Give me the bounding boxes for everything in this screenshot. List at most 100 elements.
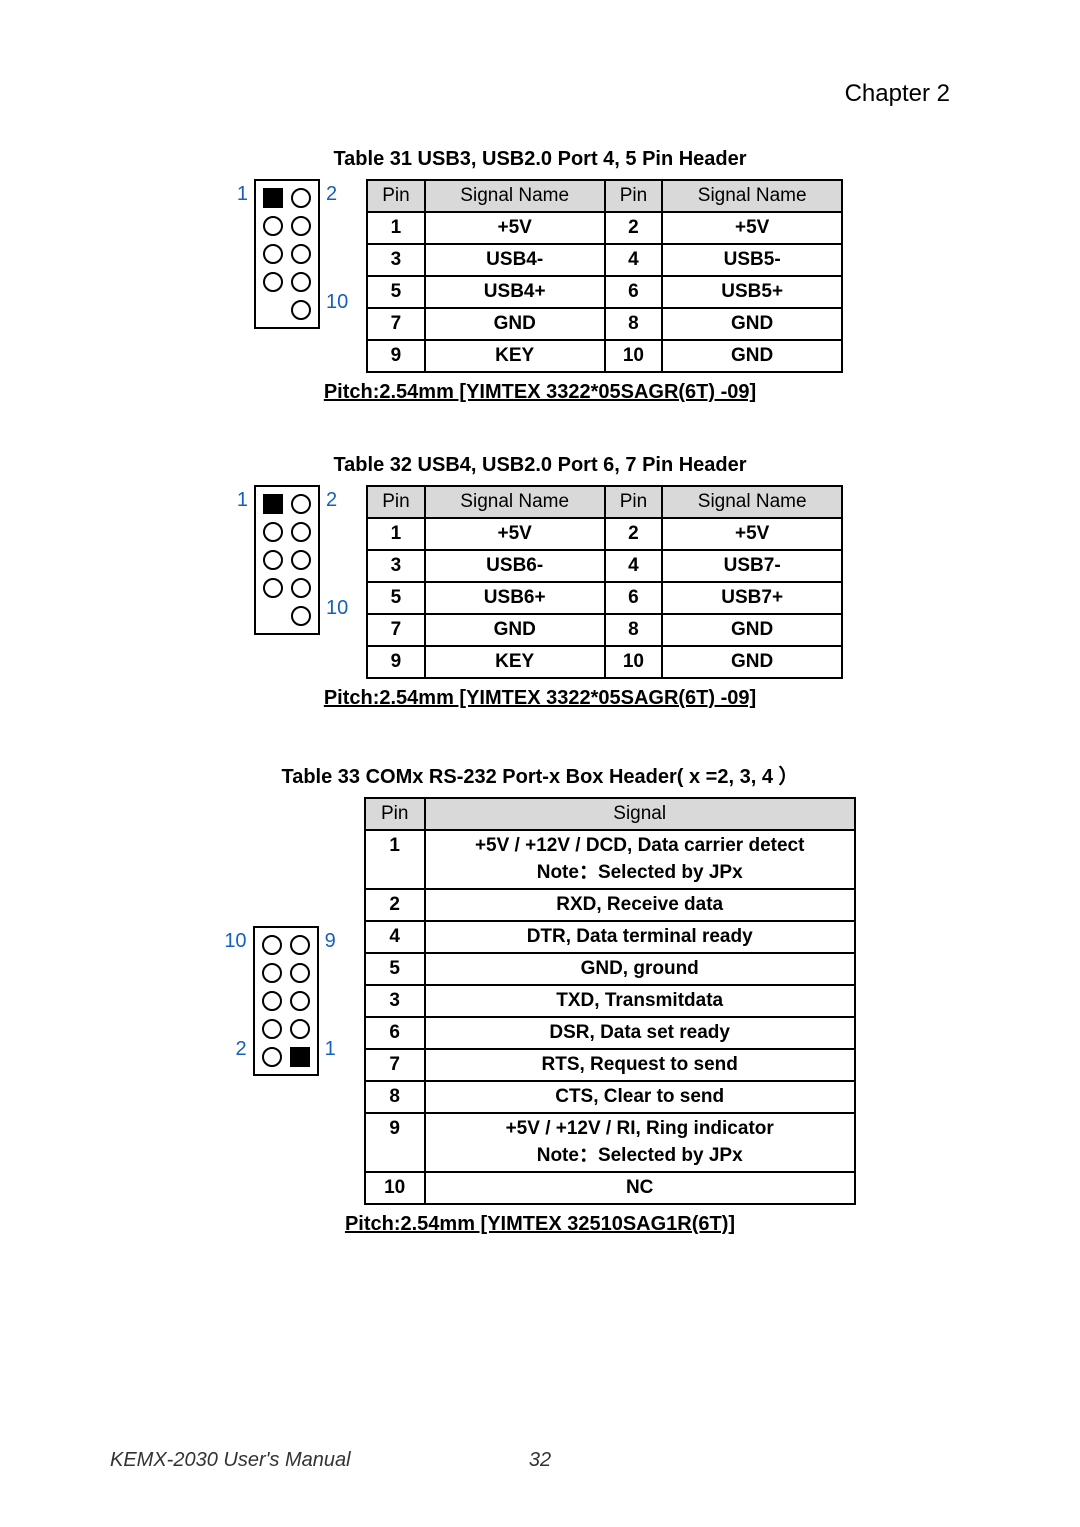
diagram-label: 2 [326, 485, 337, 515]
pin-marker [291, 578, 311, 598]
cell: 9 [365, 1113, 425, 1172]
table-row: 7GND8GND [367, 308, 842, 340]
th: Pin [605, 180, 662, 212]
cell: 3 [367, 550, 424, 582]
cell: 1 [367, 212, 424, 244]
cell: RTS, Request to send [425, 1049, 855, 1081]
cell: +5V [425, 518, 605, 550]
cell: 3 [367, 244, 424, 276]
th: Pin [365, 798, 425, 830]
diagram-label: 10 [224, 926, 246, 956]
pin-marker [291, 244, 311, 264]
pin-marker [263, 550, 283, 570]
table-row: 1+5V2+5V [367, 518, 842, 550]
table-row: 5USB4+6USB5+ [367, 276, 842, 308]
cell: USB7- [662, 550, 842, 582]
cell: 2 [605, 212, 662, 244]
pin-marker [263, 522, 283, 542]
table-row: 3TXD, Transmitdata [365, 985, 855, 1017]
cell: 9 [367, 646, 424, 678]
table-row: 10NC [365, 1172, 855, 1204]
pin-marker [263, 272, 283, 292]
cell: 10 [605, 646, 662, 678]
pin-marker [291, 188, 311, 208]
th: Pin [605, 486, 662, 518]
pin-marker [262, 963, 282, 983]
pin-marker [291, 494, 311, 514]
cell: 1 [367, 518, 424, 550]
pin-marker [290, 963, 310, 983]
diagram-label: 9 [325, 926, 336, 956]
pin-marker [290, 991, 310, 1011]
pin-marker [291, 272, 311, 292]
cell: +5V [425, 212, 605, 244]
pin-marker [262, 935, 282, 955]
cell: GND [425, 614, 605, 646]
cell: CTS, Clear to send [425, 1081, 855, 1113]
table-row: 1+5V / +12V / DCD, Data carrier detectNo… [365, 830, 855, 889]
cell: NC [425, 1172, 855, 1204]
cell: 8 [605, 614, 662, 646]
diagram-label: 1 [237, 179, 248, 209]
cell: +5V [662, 518, 842, 550]
pin-marker [291, 300, 311, 320]
page-footer: KEMX-2030 User's Manual 32 [110, 1449, 970, 1472]
diagram-label: 2 [235, 1034, 246, 1064]
table-row: 9+5V / +12V / RI, Ring indicatorNote：Sel… [365, 1113, 855, 1172]
cell: 3 [365, 985, 425, 1017]
pin-marker [290, 1047, 310, 1067]
pin-marker [291, 550, 311, 570]
cell: GND [425, 308, 605, 340]
cell: GND [662, 614, 842, 646]
pin-header-diagram-33: 10 2 9 1 [224, 926, 335, 1076]
table-row: 7RTS, Request to send [365, 1049, 855, 1081]
table32: Pin Signal Name Pin Signal Name 1+5V2+5V… [366, 485, 843, 679]
cell: USB5+ [662, 276, 842, 308]
cell: GND [662, 308, 842, 340]
cell: 4 [605, 550, 662, 582]
diagram-label: 10 [326, 593, 348, 623]
pitch-note-32: Pitch:2.54mm [YIMTEX 3322*05SAGR(6T) -09… [110, 687, 970, 710]
section-table32: Table 32 USB4, USB2.0 Port 6, 7 Pin Head… [110, 454, 970, 710]
cell: GND [662, 340, 842, 372]
chapter-label: Chapter 2 [110, 80, 970, 108]
th: Signal [425, 798, 855, 830]
pin-header-diagram-32: 1 2 10 [237, 485, 348, 635]
th: Signal Name [662, 180, 842, 212]
section-table31: Table 31 USB3, USB2.0 Port 4, 5 Pin Head… [110, 148, 970, 404]
pin-marker [291, 606, 311, 626]
cell: USB5- [662, 244, 842, 276]
table31-title: Table 31 USB3, USB2.0 Port 4, 5 Pin Head… [110, 148, 970, 171]
pin-marker-blank [263, 606, 283, 626]
table-row: 8CTS, Clear to send [365, 1081, 855, 1113]
cell: +5V / +12V / RI, Ring indicatorNote：Sele… [425, 1113, 855, 1172]
section-table33: Table 33 COMx RS-232 Port-x Box Header( … [110, 760, 970, 1236]
footer-manual: KEMX-2030 User's Manual [110, 1449, 351, 1472]
cell: 1 [365, 830, 425, 889]
cell: 7 [367, 308, 424, 340]
pin-header-diagram-31: 1 2 10 [237, 179, 348, 329]
pin-marker-blank [263, 300, 283, 320]
table-row: 9KEY10GND [367, 646, 842, 678]
cell: 7 [367, 614, 424, 646]
pin-marker [263, 494, 283, 514]
cell: USB4+ [425, 276, 605, 308]
pin-marker [263, 244, 283, 264]
cell: 4 [365, 921, 425, 953]
th: Pin [367, 486, 424, 518]
cell: 5 [365, 953, 425, 985]
cell: 10 [365, 1172, 425, 1204]
cell: KEY [425, 646, 605, 678]
table-row: 5GND, ground [365, 953, 855, 985]
table-row: 3USB6-4USB7- [367, 550, 842, 582]
table-row: 9KEY10GND [367, 340, 842, 372]
cell: 4 [605, 244, 662, 276]
cell: 8 [605, 308, 662, 340]
table-row: 7GND8GND [367, 614, 842, 646]
pin-marker [291, 216, 311, 236]
cell: 2 [605, 518, 662, 550]
table-row: 6DSR, Data set ready [365, 1017, 855, 1049]
cell: TXD, Transmitdata [425, 985, 855, 1017]
cell: 6 [605, 276, 662, 308]
cell: DSR, Data set ready [425, 1017, 855, 1049]
